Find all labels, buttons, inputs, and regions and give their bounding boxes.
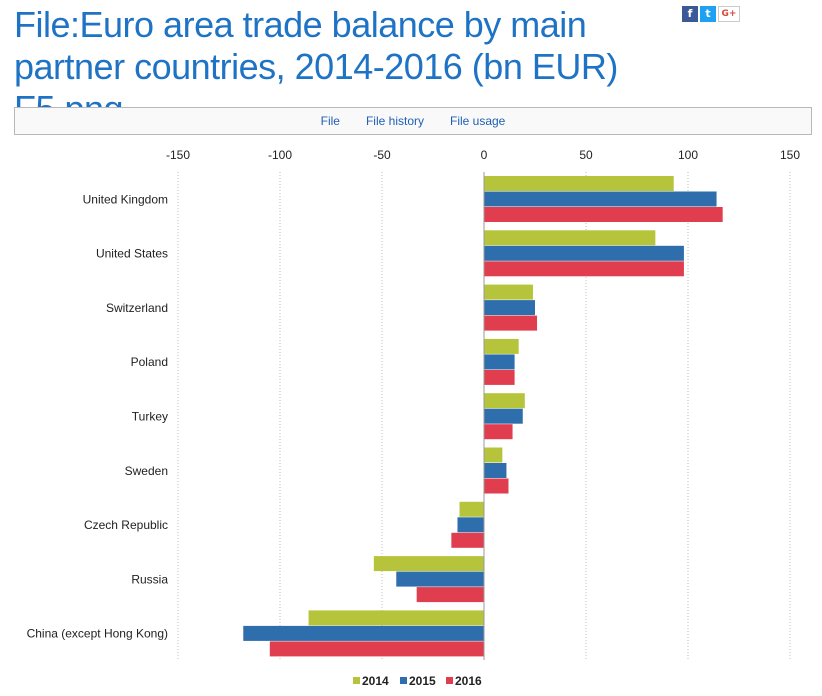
bar-2015 (484, 408, 523, 424)
category-label: China (except Hong Kong) (27, 627, 168, 641)
tab-file[interactable]: File (320, 114, 340, 128)
google-plus-icon[interactable]: G+ (718, 6, 740, 22)
bar-2015 (484, 463, 507, 478)
bar-2014 (308, 610, 484, 626)
tab-file-history[interactable]: File history (365, 114, 424, 128)
tick-label: -100 (268, 148, 292, 162)
facebook-icon[interactable]: f (682, 6, 698, 22)
bar-2015 (457, 517, 484, 533)
legend-label-2016: 2016 (455, 674, 482, 688)
social-share-buttons: f t G+ (682, 6, 740, 22)
twitter-icon[interactable]: t (700, 6, 716, 22)
bar-2015 (484, 245, 684, 261)
tick-label: -150 (166, 148, 190, 162)
bar-2016 (484, 478, 509, 494)
category-label: Turkey (132, 409, 168, 423)
category-label: United Kingdom (83, 192, 168, 206)
bar-2016 (484, 369, 515, 385)
page-title: File:Euro area trade balance by main par… (14, 4, 618, 129)
bar-2016 (451, 532, 484, 548)
file-tabs: File File history File usage (14, 107, 812, 135)
bar-2016 (484, 424, 513, 440)
bar-2014 (484, 393, 525, 409)
trade-balance-chart: -150 -100 -50 0 50 100 150 United Kingdom United… (27, 148, 801, 688)
bar-2015 (243, 625, 484, 641)
tab-file-usage[interactable]: File usage (449, 114, 506, 128)
legend-label-2014: 2014 (362, 674, 389, 688)
bar-2015 (484, 300, 535, 316)
category-label: Sweden (125, 464, 168, 478)
bar-2014 (484, 284, 533, 300)
bar-2014 (484, 447, 503, 463)
legend-swatch-2016 (446, 677, 453, 684)
legend-swatch-2014 (353, 677, 360, 684)
bar-2014 (484, 338, 519, 354)
bar-2016 (484, 207, 723, 222)
tick-label: 100 (678, 148, 698, 162)
legend-swatch-2015 (400, 677, 407, 684)
bar-2016 (484, 315, 538, 331)
tick-label: 0 (481, 148, 488, 162)
bar-2014 (373, 556, 484, 572)
tick-label: 150 (780, 148, 800, 162)
category-label: Poland (131, 355, 168, 369)
tick-label: -50 (373, 148, 391, 162)
tick-label: 50 (579, 148, 593, 162)
legend-label-2015: 2015 (409, 674, 436, 688)
bar-2016 (269, 641, 484, 657)
category-label: United States (96, 247, 168, 261)
bar-2015 (484, 354, 515, 370)
bar-2015 (396, 571, 484, 587)
category-label: Czech Republic (84, 518, 168, 532)
bar-2014 (484, 176, 674, 191)
bar-2014 (484, 230, 656, 246)
bar-2016 (416, 587, 484, 603)
bar-2014 (459, 501, 484, 517)
bar-2016 (484, 261, 684, 277)
category-label: Russia (131, 572, 168, 586)
bar-2015 (484, 191, 717, 207)
category-label: Switzerland (106, 301, 168, 315)
